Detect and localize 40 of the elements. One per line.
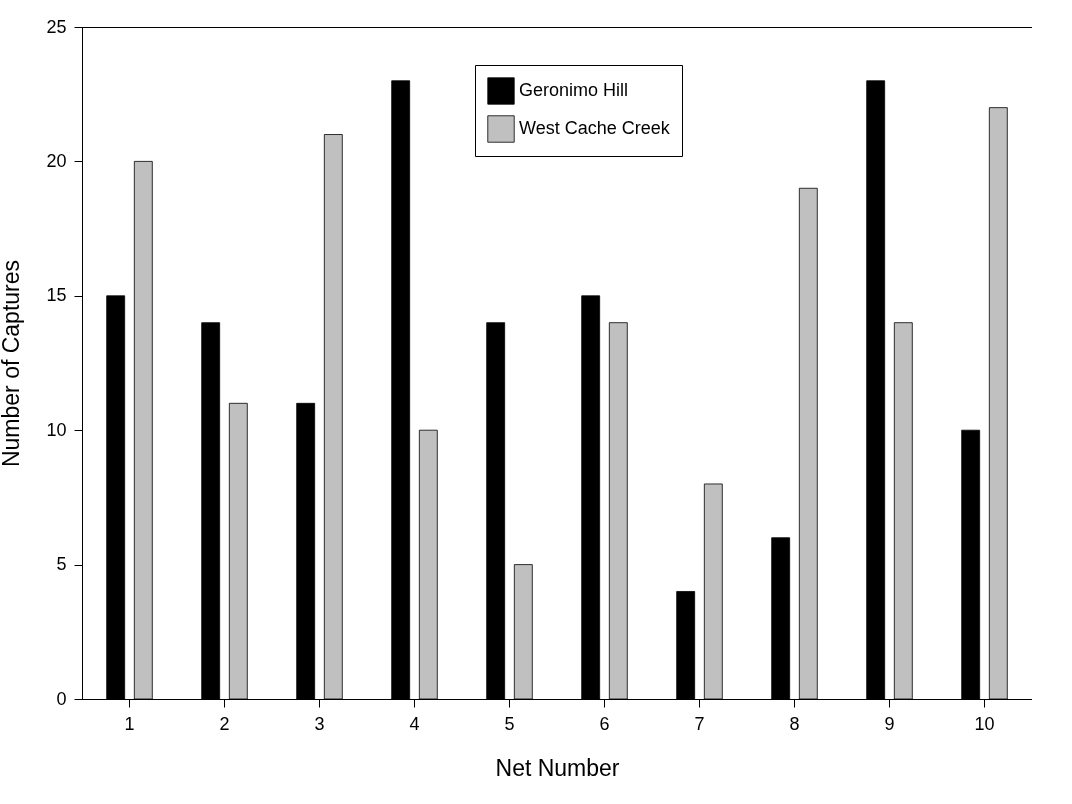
x-tick-label: 4 (409, 713, 420, 734)
bar (106, 295, 126, 700)
bar (676, 591, 696, 700)
bar (133, 161, 153, 700)
legend-label: Geronimo Hill (519, 80, 629, 100)
bar (581, 295, 601, 700)
bar (608, 322, 628, 700)
legend-label: West Cache Creek (519, 118, 671, 138)
x-tick-label: 1 (124, 713, 135, 734)
bar (228, 402, 248, 700)
bar (961, 429, 981, 700)
x-tick-label: 9 (884, 713, 895, 734)
bar (771, 537, 791, 700)
bar (486, 322, 506, 700)
bar (798, 187, 818, 700)
bar (513, 564, 533, 700)
x-axis-title: Net Number (495, 754, 620, 781)
y-tick-label: 5 (56, 554, 67, 575)
x-tick-label: 5 (504, 713, 515, 734)
bar (201, 322, 221, 700)
bar (391, 80, 411, 700)
y-tick-label: 20 (46, 150, 67, 171)
bar (323, 134, 343, 700)
bar (866, 80, 886, 700)
bar (988, 107, 1008, 700)
x-tick-label: 7 (694, 713, 705, 734)
bar (418, 429, 438, 700)
x-tick-label: 8 (789, 713, 800, 734)
y-tick-label: 15 (46, 285, 67, 306)
bar (703, 483, 723, 700)
x-tick-label: 3 (314, 713, 325, 734)
y-tick-label: 10 (46, 419, 67, 440)
y-tick-label: 25 (46, 16, 67, 37)
y-tick-label: 0 (56, 688, 67, 709)
bar (893, 322, 913, 700)
bar (296, 402, 316, 700)
x-tick-label: 2 (219, 713, 230, 734)
y-axis-title: Number of Captures (0, 259, 25, 468)
x-tick-label: 6 (599, 713, 610, 734)
x-tick-label: 10 (974, 713, 995, 734)
